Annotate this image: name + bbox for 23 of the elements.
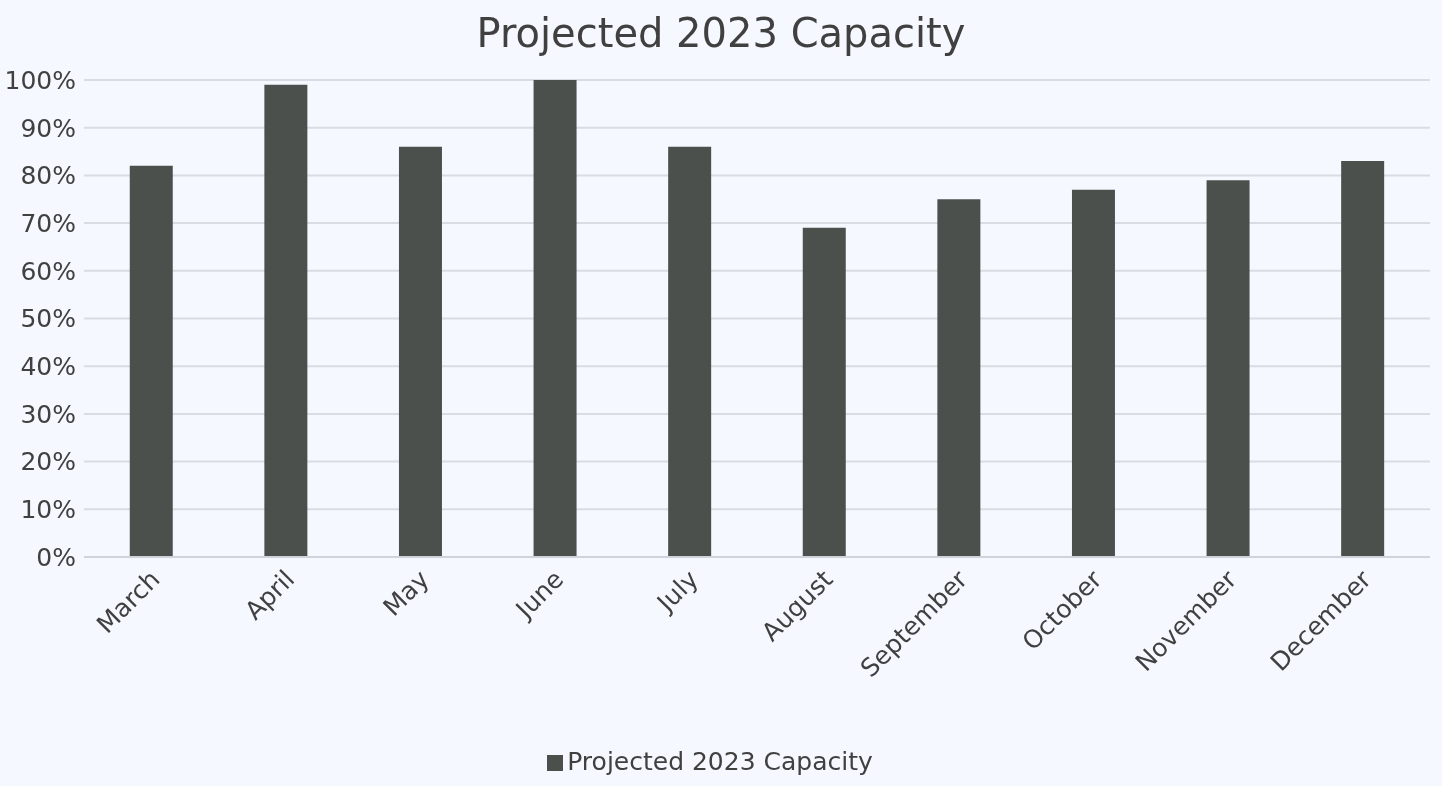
y-tick-label: 50% <box>20 304 76 334</box>
y-tick-label: 30% <box>20 399 76 429</box>
bar <box>1341 161 1385 557</box>
legend-label: Projected 2023 Capacity <box>567 747 873 776</box>
chart-title: Projected 2023 Capacity <box>476 10 966 56</box>
y-tick-label: 80% <box>20 161 76 191</box>
y-tick-label: 70% <box>20 208 76 238</box>
bar <box>264 84 308 557</box>
bar <box>398 146 442 557</box>
y-tick-label: 60% <box>20 256 76 286</box>
y-tick-label: 100% <box>4 65 76 95</box>
bar <box>802 227 846 557</box>
bar <box>937 199 981 557</box>
y-tick-label: 90% <box>20 113 76 143</box>
bar <box>1206 180 1250 557</box>
y-tick-label: 20% <box>20 447 76 477</box>
y-tick-label: 0% <box>36 542 76 572</box>
bar <box>1071 189 1115 557</box>
bar <box>668 146 712 557</box>
y-tick-label: 40% <box>20 352 76 382</box>
y-tick-label: 10% <box>20 495 76 525</box>
bar <box>533 80 577 557</box>
bar <box>129 165 173 557</box>
